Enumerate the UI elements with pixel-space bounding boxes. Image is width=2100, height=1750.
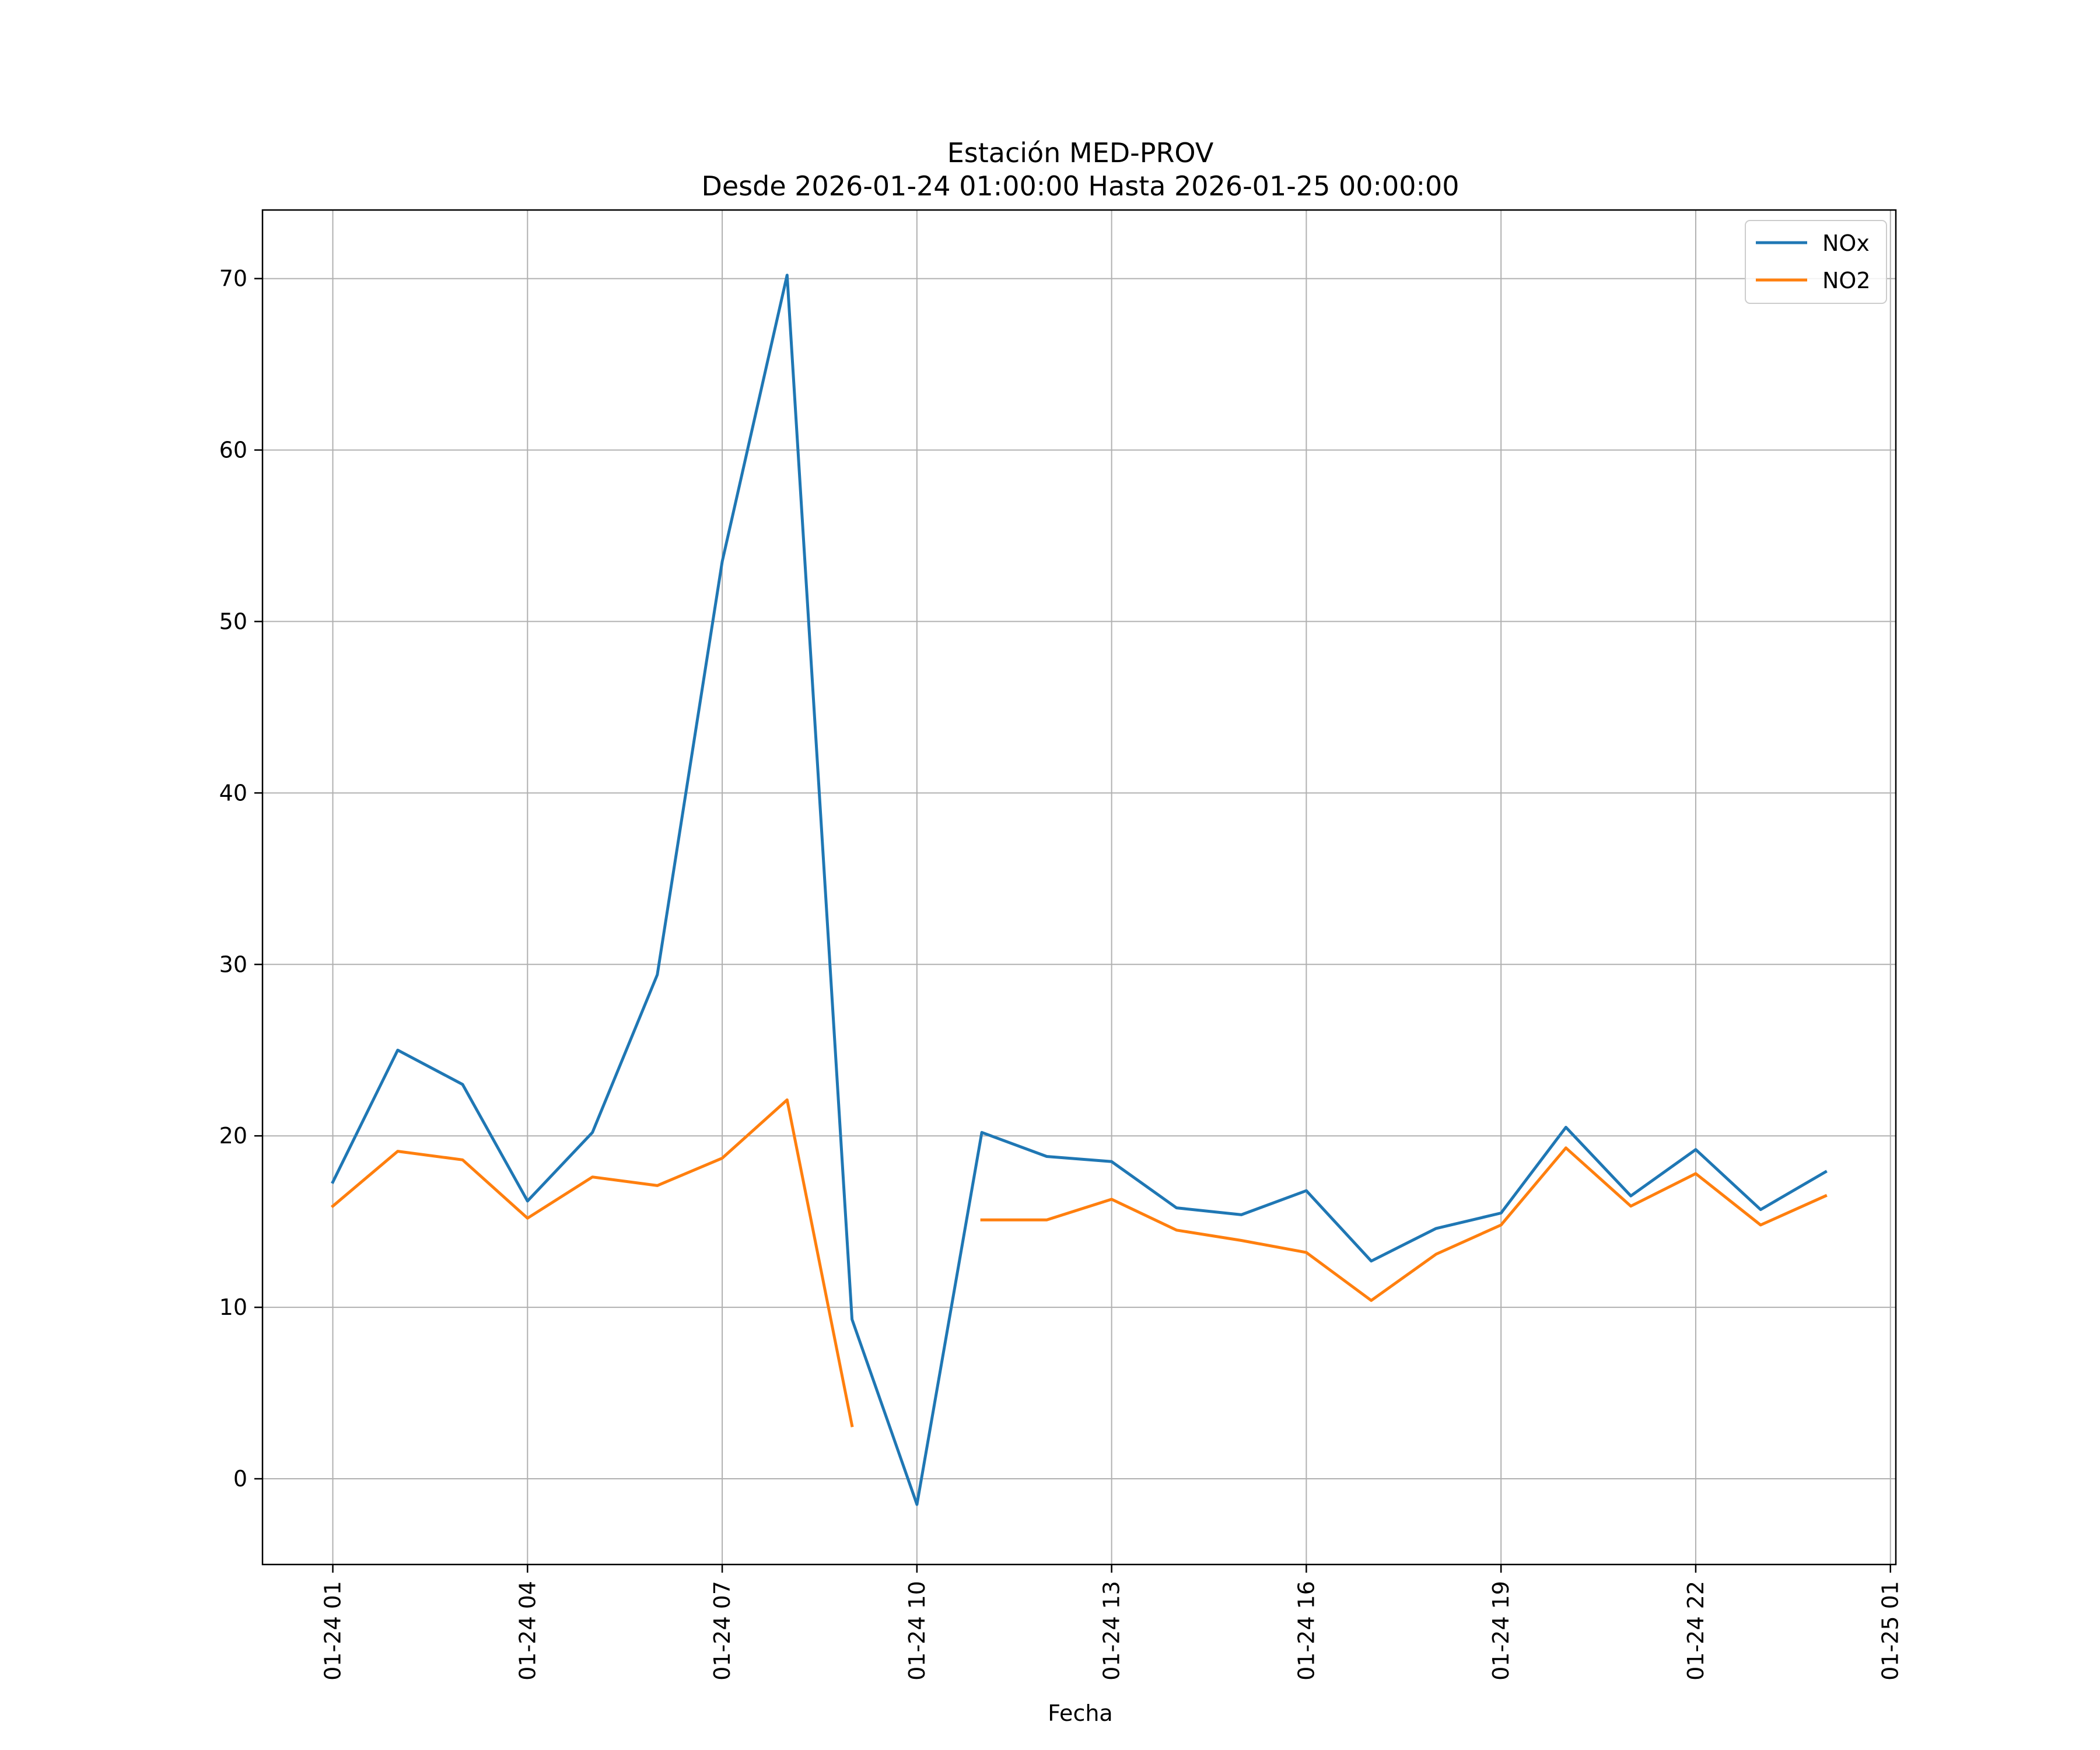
y-tick-label: 0 (233, 1466, 247, 1492)
x-axis: 01-24 01 01-24 04 01-24 07 01-24 10 01-24 13… (320, 1564, 1903, 1681)
plot-frame (261, 209, 1897, 1566)
x-tick-label: 01-24 01 (320, 1581, 346, 1681)
grid (262, 210, 1896, 1564)
y-tick-label: 20 (219, 1123, 247, 1149)
series-lines (330, 274, 1828, 1506)
x-tick-label: 01-24 13 (1099, 1581, 1125, 1681)
legend-label-nox: NOx (1822, 230, 1870, 256)
x-tick-label: 01-24 10 (904, 1581, 930, 1681)
chart-title: Estación MED-PROV (947, 137, 1214, 169)
x-axis-label: Fecha (1048, 1700, 1112, 1726)
x-tick-label: 01-24 07 (709, 1581, 735, 1681)
y-tick-label: 70 (219, 266, 247, 292)
legend: NOx NO2 (1745, 220, 1887, 304)
x-tick-label: 01-24 16 (1293, 1581, 1319, 1681)
chart-subtitle: Desde 2026-01-24 01:00:00 Hasta 2026-01-… (701, 170, 1459, 202)
series-line-nox (331, 274, 1828, 1506)
y-axis: 0 10 20 30 40 50 60 70 (219, 266, 262, 1492)
y-tick-label: 60 (219, 437, 247, 463)
x-tick-label: 01-24 04 (514, 1581, 540, 1681)
legend-label-no2: NO2 (1822, 268, 1871, 293)
y-tick-label: 30 (219, 951, 247, 977)
y-tick-label: 10 (219, 1294, 247, 1320)
x-tick-label: 01-24 22 (1683, 1581, 1709, 1681)
y-tick-label: 50 (219, 608, 247, 634)
series-line-no2 (330, 1098, 1828, 1427)
y-tick-label: 40 (219, 780, 247, 806)
x-tick-label: 01-24 19 (1488, 1581, 1514, 1681)
x-tick-label: 01-25 01 (1878, 1581, 1903, 1681)
